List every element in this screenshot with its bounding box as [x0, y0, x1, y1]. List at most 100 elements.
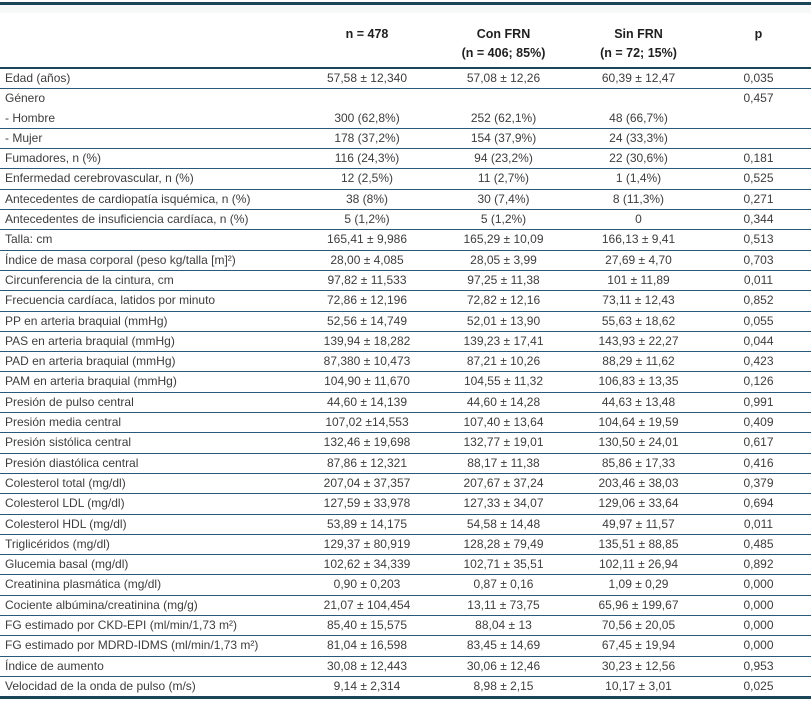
row-label: Antecedentes de cardiopatía isquémica, n…: [0, 189, 298, 211]
cell-con_frn: 107,40 ± 13,64: [436, 412, 571, 434]
cell-total: 5 (1,2%): [298, 209, 436, 231]
cell-con_frn: 102,71 ± 35,51: [436, 554, 571, 576]
row-label: Presión sistólica central: [0, 432, 298, 454]
table-row: Velocidad de la onda de pulso (m/s) 9,14 …: [0, 676, 811, 697]
row-label: FG estimado por MDRD-IDMS (ml/min/1,73 m…: [0, 635, 298, 657]
table-row: Antecedentes de cardiopatía isquémica, n…: [0, 189, 811, 211]
table-row: PAD en arteria braquial (mmHg) 87,380 ± 1…: [0, 351, 811, 373]
cell-sin_frn: 203,46 ± 38,03: [571, 473, 706, 495]
column-header-sin_frn: Sin FRN (n = 72; 15%): [571, 13, 706, 69]
column-header-total: n = 478: [298, 13, 436, 69]
cell-p: 0,000: [706, 635, 811, 657]
row-label: Presión media central: [0, 412, 298, 434]
cell-sin_frn: 60,39 ± 12,47: [571, 68, 706, 90]
cell-con_frn: 154 (37,9%): [436, 128, 571, 150]
cell-sin_frn: 104,64 ± 19,59: [571, 412, 706, 434]
cell-p: 0,011: [706, 270, 811, 292]
cell-total: 57,58 ± 12,340: [298, 68, 436, 90]
cell-sin_frn: 24 (33,3%): [571, 128, 706, 150]
cell-p: 0,852: [706, 290, 811, 312]
row-label: Género: [5, 91, 46, 106]
cell-con_frn: 88,17 ± 11,38: [436, 453, 571, 474]
row-label: PAS en arteria braquial (mmHg): [0, 331, 298, 353]
cell-con_frn: 252 (62,1%): [436, 108, 571, 129]
table-row: Enfermedad cerebrovascular, n (%) 12 (2,5…: [0, 168, 811, 190]
cell-con_frn: 44,60 ± 14,28: [436, 392, 571, 414]
row-label: Presión diastólica central: [0, 453, 298, 474]
cell-total: 116 (24,3%): [298, 148, 436, 170]
cell-p: 0,525: [706, 168, 811, 190]
row-label: Colesterol HDL (mg/dl): [0, 514, 298, 535]
cell-p: 0,892: [706, 554, 811, 576]
cell-p: 0,025: [743, 678, 774, 693]
row-label: Velocidad de la onda de pulso (m/s): [5, 678, 196, 693]
cell-total: 28,00 ± 4,085: [298, 250, 436, 271]
cell-total: 132,46 ± 19,698: [298, 432, 436, 454]
cell-con_frn: 54,58 ± 14,48: [436, 514, 571, 535]
cell-total: 104,90 ± 11,670: [298, 371, 436, 393]
cell-total: 81,04 ± 16,598: [298, 635, 436, 657]
row-label: Fumadores, n (%): [0, 148, 298, 170]
row-label: PP en arteria braquial (mmHg): [0, 311, 298, 332]
cell-con_frn: 0,87 ± 0,16: [436, 574, 571, 596]
cell-con_frn: 165,29 ± 10,09: [436, 229, 571, 251]
cell-p: 0,379: [706, 473, 811, 495]
cell-con_frn: 11 (2,7%): [436, 168, 571, 190]
row-label: PAM en arteria braquial (mmHg): [0, 371, 298, 393]
row-label: Creatinina plasmática (mg/dl): [0, 574, 298, 596]
row-label: Colesterol LDL (mg/dl): [0, 493, 298, 515]
column-header-con_frn: Con FRN (n = 406; 85%): [436, 13, 571, 69]
table-row: Creatinina plasmática (mg/dl) 0,90 ± 0,20…: [0, 574, 811, 596]
cell-total: 139,94 ± 18,282: [298, 331, 436, 353]
table-row: Colesterol total (mg/dl) 207,04 ± 37,357 2…: [0, 473, 811, 495]
cell-sin_frn: 102,11 ± 26,94: [571, 554, 706, 576]
cell-total: 127,59 ± 33,978: [298, 493, 436, 515]
cell-p: 0,416: [706, 453, 811, 474]
table-row: Fumadores, n (%) 116 (24,3%) 94 (23,2%) 22 …: [0, 148, 811, 170]
cell-sin_frn: 44,63 ± 13,48: [571, 392, 706, 414]
cell-total: 300 (62,8%): [298, 108, 436, 129]
cell-p: 0,000: [706, 615, 811, 637]
cell-p: [706, 108, 811, 129]
cell-p: 0,953: [706, 656, 811, 677]
cell-con_frn: 83,45 ± 14,69: [436, 635, 571, 657]
row-label: Circunferencia de la cintura, cm: [0, 270, 298, 292]
cell-total: 72,86 ± 12,196: [298, 290, 436, 312]
cell-sin_frn: 67,45 ± 19,94: [571, 635, 706, 657]
column-header-main: Sin FRN: [614, 27, 663, 41]
cell-p: 0,344: [706, 209, 811, 231]
cell-con_frn: 72,82 ± 12,16: [436, 290, 571, 312]
cell-sin_frn: 30,23 ± 12,56: [571, 656, 706, 677]
cell-con_frn: 28,05 ± 3,99: [436, 250, 571, 271]
cell-sin_frn: 49,97 ± 11,57: [571, 514, 706, 535]
table-row: PAS en arteria braquial (mmHg) 139,94 ± 1…: [0, 331, 811, 353]
table-row: Presión media central 107,02 ±14,553 107,4…: [0, 412, 811, 434]
cell-sin_frn: 106,83 ± 13,35: [571, 371, 706, 393]
table-row: - Mujer 178 (37,2%) 154 (37,9%) 24 (33,3%): [0, 128, 811, 150]
row-label: - Mujer: [0, 128, 298, 150]
cell-con_frn: 57,08 ± 12,26: [436, 68, 571, 90]
cell-con_frn: 104,55 ± 11,32: [436, 371, 571, 393]
table-row: Frecuencia cardíaca, latidos por minuto 7…: [0, 290, 811, 312]
cell-total: 107,02 ±14,553: [298, 412, 436, 434]
cell-total: 12 (2,5%): [298, 168, 436, 190]
cell-sin_frn: 55,63 ± 18,62: [571, 311, 706, 332]
table-row: Índice de masa corporal (peso kg/talla […: [0, 250, 811, 271]
cell-total: 87,86 ± 12,321: [298, 453, 436, 474]
row-label: FG estimado por CKD-EPI (ml/min/1,73 m²): [0, 615, 298, 637]
cell-sin_frn: 27,69 ± 4,70: [571, 250, 706, 271]
table-row: Género 0,457: [0, 89, 811, 109]
row-label: Edad (años): [0, 68, 298, 90]
row-label: - Hombre: [0, 108, 298, 129]
cell-sin_frn: 0: [571, 209, 706, 231]
table-row: Talla: cm 165,41 ± 9,986 165,29 ± 10,09 166…: [0, 229, 811, 251]
cell-sin_frn: 8 (11,3%): [571, 189, 706, 211]
row-label: Antecedentes de insuficiencia cardíaca, …: [0, 209, 298, 231]
cell-con_frn: 30 (7,4%): [436, 189, 571, 211]
cell-con_frn: 207,67 ± 37,24: [436, 473, 571, 495]
cell-con_frn: 88,04 ± 13: [436, 615, 571, 637]
cell-p: [706, 128, 811, 150]
cell-sin_frn: 88,29 ± 11,62: [571, 351, 706, 373]
table-row: Colesterol LDL (mg/dl) 127,59 ± 33,978 127…: [0, 493, 811, 515]
cell-p: 0,409: [706, 412, 811, 434]
